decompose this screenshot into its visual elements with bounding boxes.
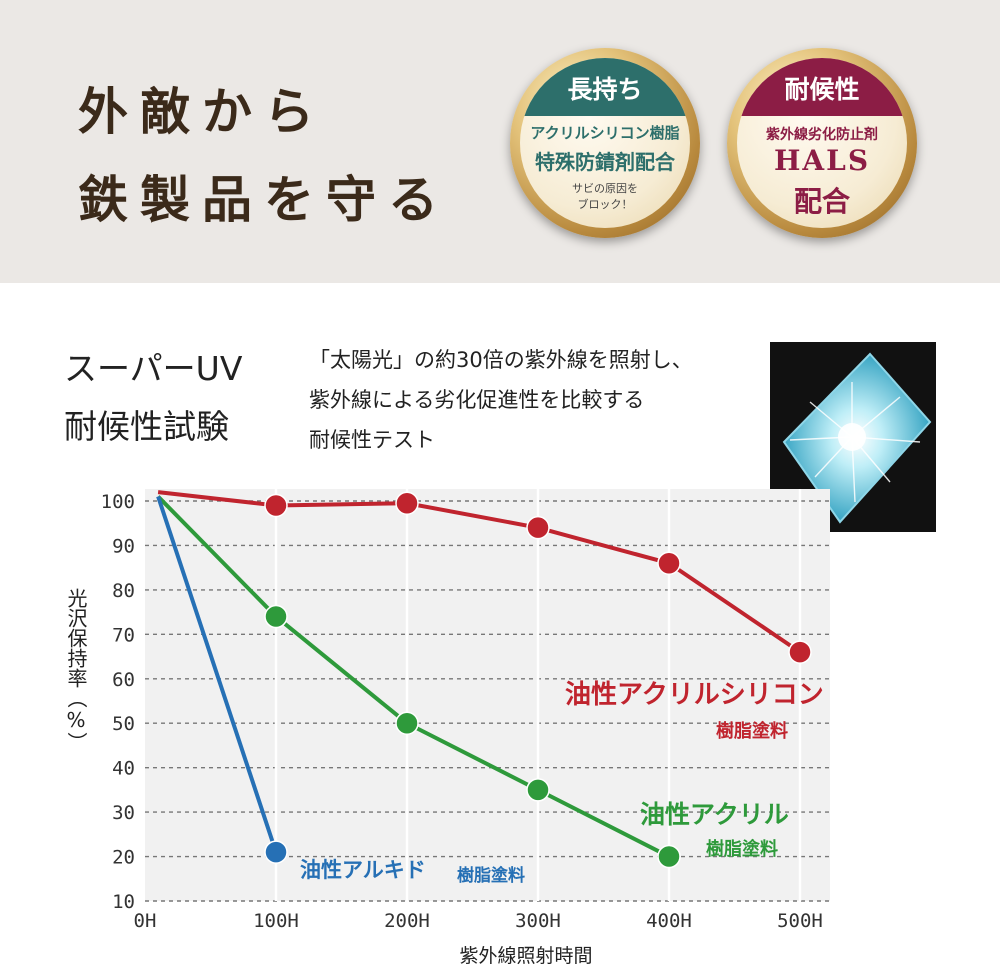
test-title-line2: 耐候性試験 (64, 407, 229, 446)
series-line-2 (156, 495, 278, 853)
weather-badge-band: 耐候性 (737, 58, 907, 116)
x-tick-label: 0H (134, 910, 157, 932)
data-point (788, 640, 812, 664)
durability-badge: 長持ち アクリルシリコン樹脂 特殊防錆剤配合 サビの原因を ブロック！ (510, 48, 700, 238)
y-tick-label: 90 (112, 535, 135, 557)
data-point (395, 491, 419, 515)
x-tick-label: 400H (646, 910, 692, 932)
data-point (264, 840, 288, 864)
x-tick-label: 300H (515, 910, 561, 932)
data-point (264, 604, 288, 629)
data-point (395, 711, 419, 735)
y-tick-labels: 10 20 30 40 50 60 70 80 90 100 (101, 491, 135, 913)
y-tick-label: 20 (112, 847, 135, 869)
data-point (657, 844, 681, 869)
chart-grid (145, 489, 830, 902)
weather-badge-line3: 配合 (793, 185, 850, 218)
x-axis-label: 紫外線照射時間 (459, 945, 592, 967)
x-tick-label: 100H (253, 910, 299, 932)
test-description-line1: 「太陽光」の約30倍の紫外線を照射し、 (309, 348, 693, 372)
y-tick-label: 60 (112, 669, 135, 691)
series-line-0 (157, 490, 802, 654)
y-tick-label: 40 (112, 758, 135, 780)
y-tick-label: 70 (112, 624, 135, 646)
test-title-line1: スーパーUV (64, 349, 243, 388)
weather-resistance-badge: 耐候性 紫外線劣化防止剤 HALS 配合 (727, 48, 917, 238)
weather-badge-line2: HALS (773, 144, 871, 177)
y-tick-label: 50 (112, 713, 135, 735)
plot-background (145, 489, 830, 901)
series-points (264, 491, 812, 869)
y-tick-label: 30 (112, 802, 135, 824)
x-tick-label: 200H (384, 910, 430, 932)
series-label-main: 油性アクリルシリコン (565, 680, 824, 710)
y-tick-label: 10 (112, 891, 135, 913)
y-tick-label: 80 (112, 580, 135, 602)
data-point (264, 493, 288, 518)
headline-line1: 外敵から (78, 83, 326, 141)
x-tick-label: 500H (777, 910, 823, 932)
series-label-sub: 樹脂塗料 (706, 838, 778, 860)
x-tick-labels: 0H 100H 200H 300H 400H 500H (134, 910, 823, 932)
durability-badge-line3: サビの原因を (572, 182, 638, 195)
series-label-sub: 樹脂塗料 (457, 865, 525, 886)
gloss-retention-chart: 10 20 30 40 50 60 70 80 90 100 0H 100H 200H 300H 400H… (101, 489, 830, 967)
data-point (526, 778, 550, 802)
series-label-main: 油性アクリル (640, 800, 789, 829)
weather-badge-line1: 紫外線劣化防止剤 (766, 127, 878, 143)
test-description-line2: 紫外線による劣化促進性を比較する (309, 388, 645, 412)
durability-badge-line2: 特殊防錆剤配合 (535, 150, 675, 174)
test-description-line3: 耐候性テスト (309, 428, 435, 452)
headline-line2: 鉄製品を守る (78, 171, 450, 229)
data-point (657, 551, 681, 575)
durability-badge-line1: アクリルシリコン樹脂 (530, 124, 680, 142)
y-axis-label: 光沢保持率（%） (64, 588, 88, 752)
durability-badge-line4: ブロック！ (577, 198, 633, 211)
series-label-sub: 樹脂塗料 (716, 720, 788, 742)
header-band: 外敵から 鉄製品を守る 長持ち アクリルシリコン樹脂 特殊防錆剤配合 サビの原因… (0, 0, 1000, 283)
y-tick-label: 100 (101, 491, 135, 513)
data-point (526, 515, 550, 540)
series-label-main: 油性アルキド (300, 858, 426, 882)
durability-badge-band: 長持ち (520, 58, 690, 116)
